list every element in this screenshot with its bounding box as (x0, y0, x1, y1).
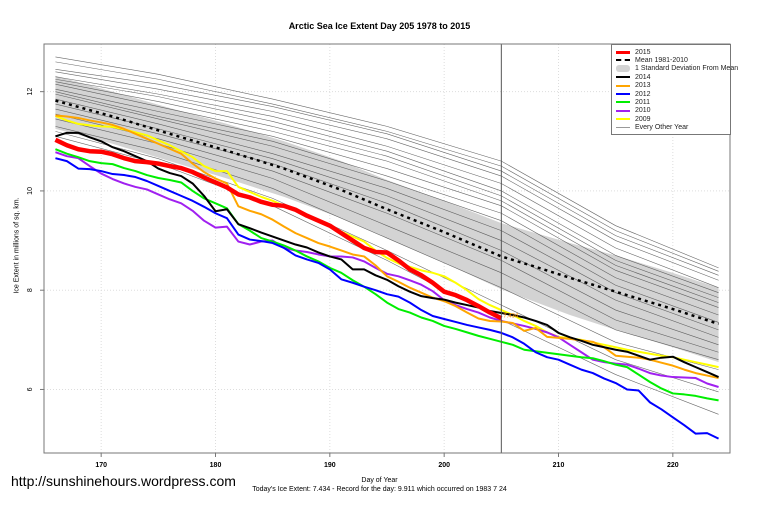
legend-key-icon (616, 127, 630, 129)
legend: 2015 Mean 1981-2010 1 Standard Deviation F… (611, 44, 738, 135)
legend-key-icon (616, 59, 630, 62)
other-year-line (55, 98, 719, 331)
other-year-line (55, 93, 719, 323)
other-year-line (55, 56, 719, 269)
series-2015 (54, 137, 503, 321)
other-year-line (55, 113, 719, 353)
x-axis-label: Day of Year (361, 477, 398, 484)
legend-item: 2010 (612, 107, 651, 115)
other-year-line (55, 108, 719, 346)
legend-label: Every Other Year (635, 124, 689, 132)
series-2014 (55, 131, 719, 378)
legend-label: 2012 (635, 90, 651, 98)
legend-key-icon (616, 76, 630, 79)
legend-item: 2013 (612, 82, 651, 90)
mean-line (55, 99, 719, 326)
other-year-line (55, 103, 719, 338)
legend-item: 2014 (612, 73, 651, 81)
x-tick-label: 200 (438, 462, 450, 469)
legend-key-icon (616, 101, 630, 104)
series-2012 (55, 157, 719, 440)
legend-item: 2012 (612, 90, 651, 98)
other-year-line (55, 69, 719, 276)
legend-label: 1 Standard Deviation From Mean (635, 65, 739, 73)
legend-label: 2011 (635, 98, 651, 106)
other-year-line (55, 78, 719, 293)
legend-key-icon (616, 93, 630, 95)
y-tick-label: 10 (27, 187, 34, 195)
x-tick-label: 170 (95, 462, 107, 469)
mean-1981-2010-line (55, 99, 719, 326)
chart-title: Arctic Sea Ice Extent Day 205 1978 to 20… (288, 21, 471, 31)
legend-item: 2015 (612, 48, 651, 56)
series-2009 (55, 115, 719, 369)
legend-item: 2009 (612, 115, 651, 123)
watermark-url: http://sunshinehours.wordpress.com (11, 473, 236, 489)
legend-item: 2011 (612, 98, 650, 106)
legend-key-icon (616, 84, 630, 87)
legend-item: 1 Standard Deviation From Mean (612, 65, 738, 73)
legend-key-icon (616, 65, 630, 73)
other-year-line (55, 71, 719, 281)
other-year-line (55, 126, 719, 370)
series-2013 (55, 114, 719, 380)
annotation-label: 7.434 (503, 313, 519, 319)
footer-text: Today's Ice Extent: 7.434 - Record for t… (252, 486, 507, 493)
y-tick-label: 12 (27, 88, 34, 96)
legend-label: 2015 (635, 48, 651, 56)
other-year-line (55, 88, 719, 308)
plot-frame (43, 43, 731, 454)
other-year-line (55, 83, 719, 303)
x-tick-label: 220 (667, 462, 679, 469)
std-band-area (55, 75, 719, 363)
x-tick-label: 180 (210, 462, 222, 469)
legend-label: 2009 (635, 115, 651, 123)
y-tick-label: 8 (27, 288, 34, 292)
legend-label: 2014 (635, 73, 651, 81)
legend-item: Every Other Year (612, 124, 688, 132)
x-tick-label: 190 (324, 462, 336, 469)
axes: 170 180 190 200 210 220 6 8 10 12 (27, 88, 679, 469)
legend-key-icon (616, 50, 630, 54)
legend-key-icon (616, 118, 630, 121)
y-tick-label: 6 (27, 387, 34, 391)
other-year-line (55, 61, 719, 272)
other-years-lines (55, 56, 719, 415)
legend-key-icon (616, 109, 630, 112)
legend-label: 2010 (635, 107, 651, 115)
other-year-line (55, 81, 719, 298)
y-axis-label: Ice Extent in millions of sq. km. (13, 197, 21, 294)
legend-item: Mean 1981-2010 (612, 56, 688, 64)
legend-label: Mean 1981-2010 (635, 56, 688, 64)
other-year-line (55, 76, 719, 288)
legend-label: 2013 (635, 82, 651, 90)
year-series (54, 114, 719, 440)
other-year-line (55, 91, 719, 316)
x-tick-label: 210 (553, 462, 565, 469)
series-2011 (55, 148, 719, 402)
std-band (55, 75, 719, 363)
